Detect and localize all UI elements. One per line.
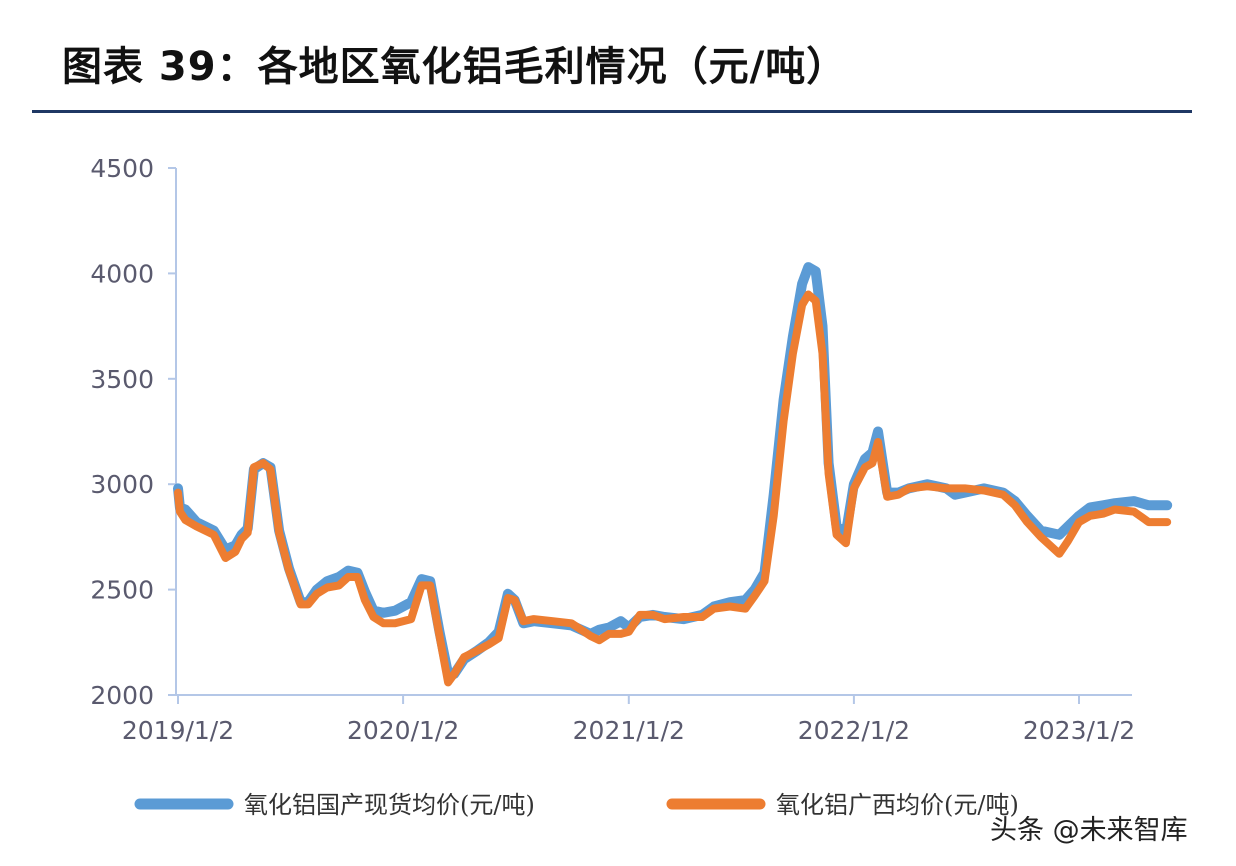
series-line-guangxi — [174, 290, 1172, 687]
y-tick-label: 2000 — [90, 681, 154, 710]
axes — [175, 168, 1132, 696]
legend-label: 氧化铝广西均价(元/吨) — [776, 791, 1019, 819]
x-tick-label: 2022/1/2 — [798, 716, 910, 745]
x-tick-label: 2021/1/2 — [573, 716, 685, 745]
y-tick-label: 4500 — [90, 154, 154, 183]
x-tick-label: 2023/1/2 — [1023, 716, 1135, 745]
legend: 氧化铝国产现货均价(元/吨) 氧化铝广西均价(元/吨) — [134, 791, 1019, 819]
y-tick-label: 2500 — [90, 576, 154, 605]
x-tick-label: 2019/1/2 — [122, 716, 234, 745]
y-tick-label: 4000 — [90, 259, 154, 288]
y-tick-label: 3000 — [90, 470, 154, 499]
watermark: 头条 @未来智库 — [990, 815, 1188, 846]
chart-title: 图表 39：各地区氧化铝毛利情况（元/吨） — [62, 44, 848, 90]
series-line-national — [173, 262, 1173, 679]
series-layer — [173, 262, 1173, 687]
x-ticks: 2019/1/2 2020/1/2 2021/1/2 2022/1/2 2023/1/2 — [122, 695, 1135, 745]
legend-label: 氧化铝国产现货均价(元/吨) — [244, 791, 535, 819]
y-tick-label: 3500 — [90, 365, 154, 394]
x-tick-label: 2020/1/2 — [347, 716, 459, 745]
title-divider — [32, 110, 1192, 113]
y-ticks: 2000 2500 3000 3500 4000 4500 — [90, 154, 176, 710]
